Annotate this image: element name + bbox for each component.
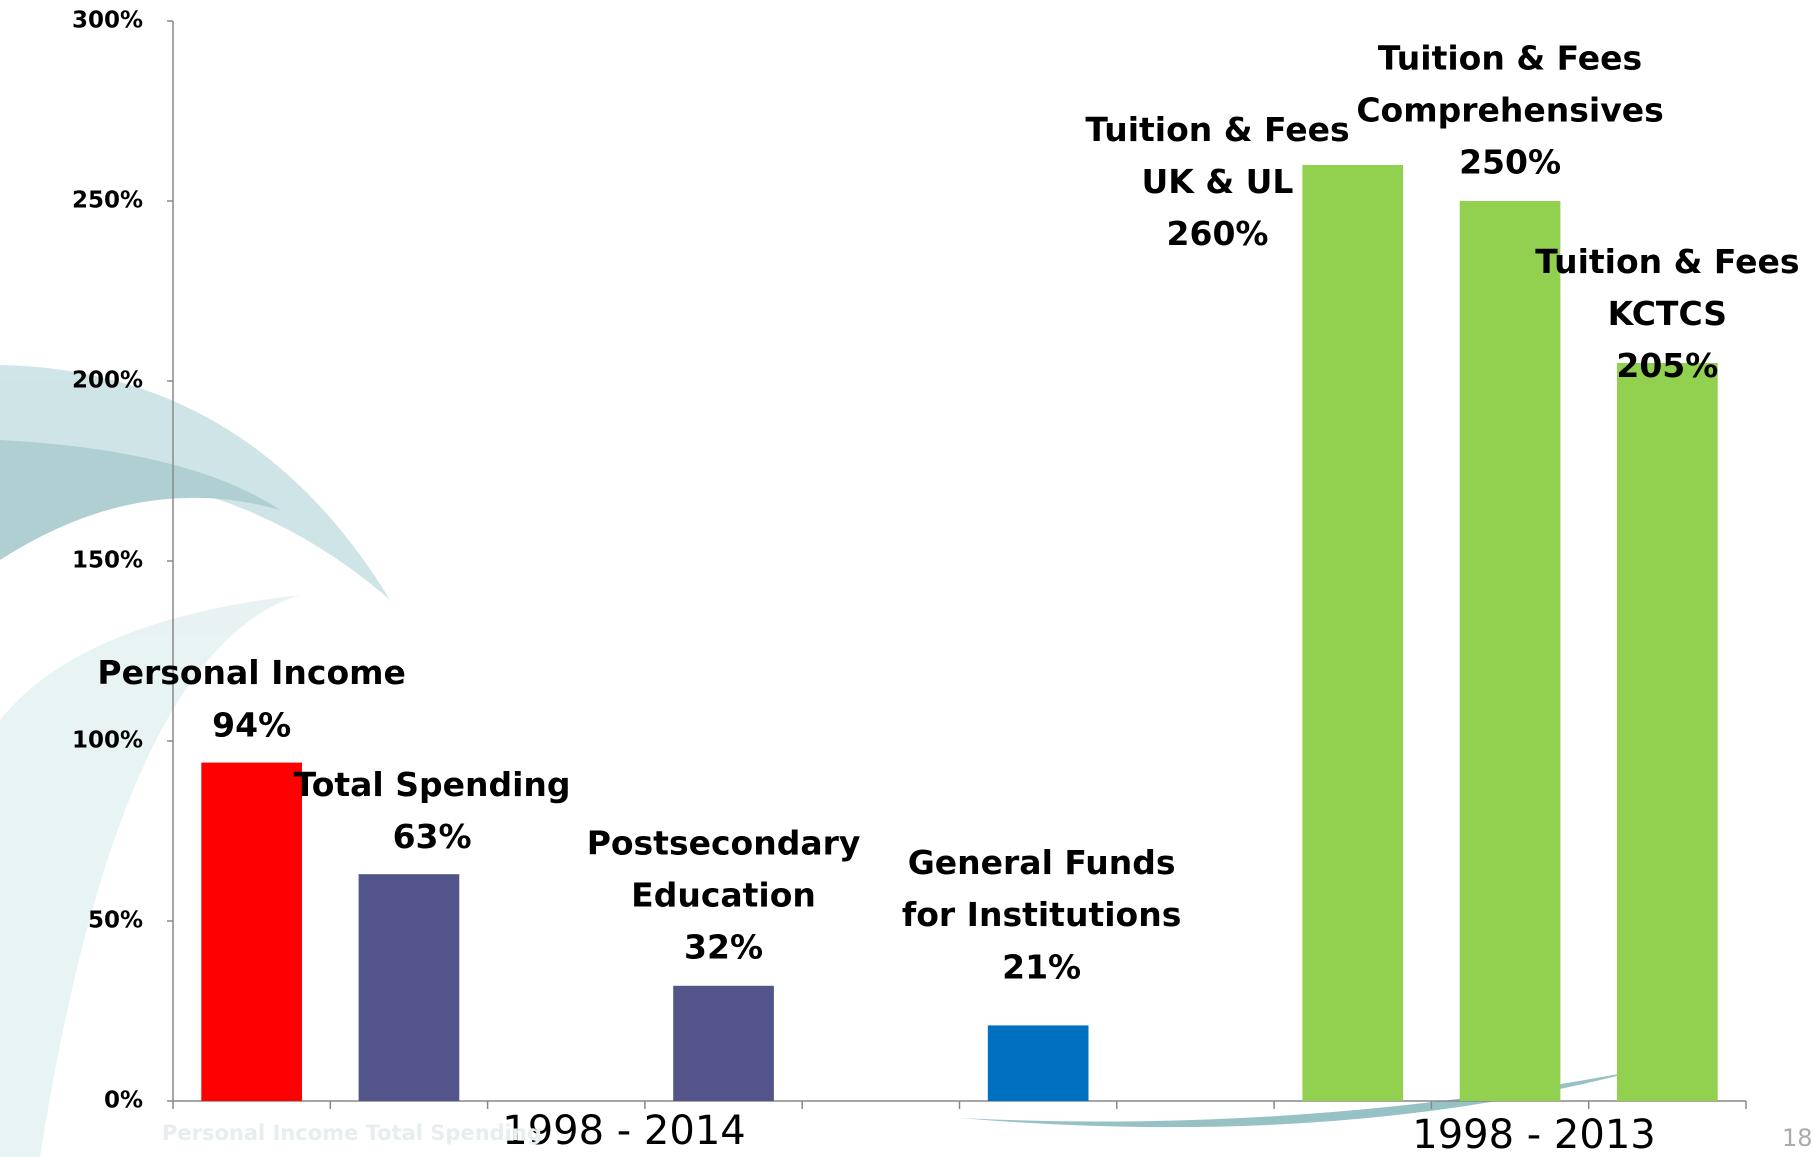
category-label: Tuition & Fees [1085,110,1349,149]
y-tick-label: 300% [72,8,143,34]
value-label: 94% [212,705,291,744]
value-label: 21% [1002,947,1081,986]
category-label: Education [631,875,816,914]
group-label: 1998 - 2013 [1412,1112,1655,1157]
y-tick-label: 250% [72,188,143,214]
category-label: General Funds [908,843,1176,882]
bar [358,874,460,1101]
category-label: Postsecondary [587,823,861,862]
category-label: Tuition & Fees [1535,242,1799,281]
category-label: for Institutions [902,895,1181,934]
category-label: Comprehensives [1356,90,1663,129]
bar [987,1025,1089,1101]
bar [1302,165,1404,1101]
y-tick-label: 100% [72,728,143,754]
page-number: 18 [1782,1124,1813,1152]
y-tick-label: 200% [72,368,143,394]
y-tick-label: 150% [72,548,143,574]
y-tick-label: 0% [104,1088,143,1114]
value-label: 205% [1616,346,1718,385]
category-label: Tuition & Fees [1378,38,1642,77]
faint-label: Personal Income Total Spending [162,1121,542,1145]
value-label: 260% [1167,214,1269,253]
y-tick-label: 50% [88,908,143,934]
bar [1617,363,1718,1101]
value-label: 63% [393,817,472,856]
bar [673,985,774,1101]
bar [201,762,302,1101]
value-label: 32% [684,927,763,966]
value-label: 250% [1459,143,1561,182]
category-label: Total Spending [294,765,571,804]
group-label: 1998 - 2014 [502,1108,745,1154]
category-label: Personal Income [97,653,406,692]
bar [1459,201,1561,1101]
category-label: KCTCS [1608,294,1727,333]
category-label: UK & UL [1142,162,1294,201]
